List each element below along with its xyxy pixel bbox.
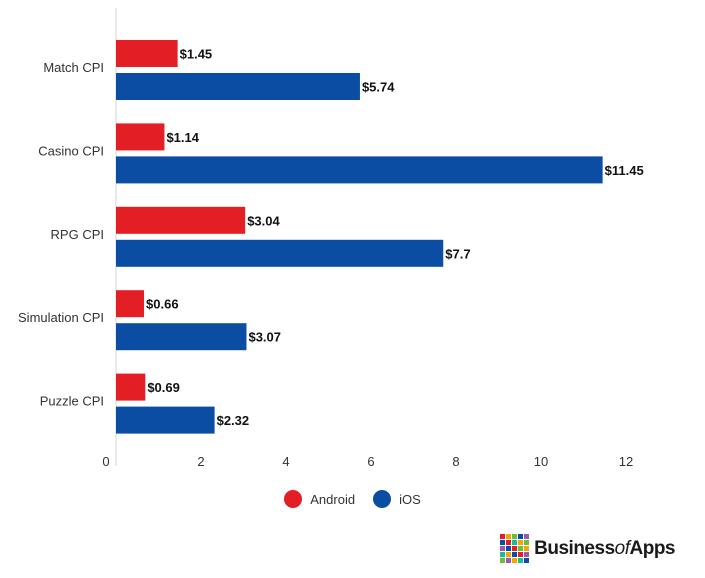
legend-item-android[interactable]: Android [284, 490, 355, 508]
brand-grid-cell [518, 558, 524, 563]
brand-grid-cell [506, 534, 512, 539]
bar-android [116, 40, 178, 67]
brand-grid-cell [524, 540, 530, 545]
brand-grid-cell [512, 552, 518, 557]
x-tick-label: 6 [367, 454, 374, 469]
brand-grid-cell [500, 558, 506, 563]
brand-grid-cell [506, 558, 512, 563]
brand-grid-cell [500, 534, 506, 539]
brand-prefix: Business [534, 537, 615, 559]
data-label: $1.45 [180, 47, 213, 62]
legend-android-swatch [284, 490, 303, 508]
x-tick-label: 4 [282, 454, 289, 469]
data-label: $2.32 [217, 413, 250, 428]
x-tick-label: 12 [619, 454, 633, 469]
legend-item-ios[interactable]: iOS [373, 490, 421, 508]
bar-ios [116, 73, 360, 100]
brand-grid-cell [500, 552, 506, 557]
data-label: $3.07 [248, 330, 281, 345]
data-label: $3.04 [247, 213, 280, 228]
brand-grid-cell [500, 546, 506, 551]
brand-grid-cell [512, 540, 518, 545]
bar-ios [116, 406, 215, 434]
bar-ios [116, 323, 247, 351]
brand-suffix: Apps [629, 537, 676, 559]
bar-android [116, 123, 165, 151]
data-label: $1.14 [166, 130, 199, 145]
data-label: $11.45 [605, 163, 644, 178]
x-tick-label: 0 [102, 454, 109, 469]
x-tick-label: 8 [452, 454, 459, 469]
brand-wordmark: BusinessofApps [534, 538, 675, 560]
legend-android-label: Android [310, 491, 356, 507]
brand-grid-cell [518, 534, 524, 539]
brand-of: of [614, 537, 630, 559]
category-label: Match CPI [43, 60, 104, 75]
bar-android [116, 206, 246, 234]
bar-ios [116, 156, 603, 184]
brand-logo: BusinessofApps [500, 534, 675, 563]
brand-grid-cell [518, 540, 524, 545]
bar-android [116, 290, 145, 318]
brand-grid-cell [524, 546, 530, 551]
bar-android [116, 373, 146, 401]
brand-grid-icon [500, 534, 530, 563]
brand-grid-cell [518, 552, 524, 557]
brand-grid-cell [524, 558, 530, 563]
brand-grid-cell [524, 552, 530, 557]
data-label: $0.66 [146, 297, 179, 312]
category-label: Puzzle CPI [40, 394, 104, 409]
x-tick-label: 2 [197, 454, 204, 469]
data-label: $0.69 [147, 380, 180, 395]
category-label: Simulation CPI [18, 310, 104, 325]
brand-grid-cell [518, 546, 524, 551]
brand-grid-cell [512, 534, 518, 539]
brand-grid-cell [506, 552, 512, 557]
brand-grid-cell [512, 546, 518, 551]
brand-grid-cell [512, 558, 518, 563]
brand-grid-cell [506, 546, 512, 551]
bar-ios [116, 239, 444, 267]
chart-legend: Android iOS [0, 490, 705, 508]
legend-ios-swatch [373, 490, 392, 508]
legend-ios-label: iOS [399, 491, 421, 507]
brand-grid-cell [524, 534, 530, 539]
brand-grid-cell [506, 540, 512, 545]
bar-chart: 0 2 4 6 8 10 12 Match CPI $1.45 $5.74 Casino CPI $1… [18, 8, 644, 469]
x-tick-label: 10 [534, 454, 548, 469]
category-label: RPG CPI [51, 227, 104, 242]
brand-grid-cell [500, 540, 506, 545]
category-label: Casino CPI [38, 143, 104, 158]
data-label: $5.74 [362, 80, 395, 95]
data-label: $7.7 [445, 246, 470, 261]
